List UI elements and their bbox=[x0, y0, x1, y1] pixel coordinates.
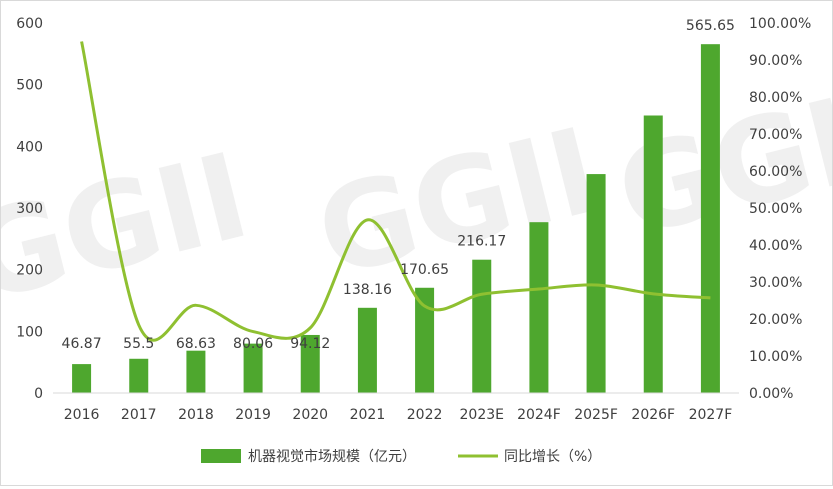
y-right-tick-label: 70.00% bbox=[749, 127, 802, 143]
x-tick-label: 2021 bbox=[350, 407, 386, 423]
x-tick-label: 2017 bbox=[121, 407, 157, 423]
bar-2018 bbox=[186, 350, 206, 393]
legend-bar-label: 机器视觉市场规模（亿元） bbox=[248, 448, 416, 465]
y-left-tick-label: 0 bbox=[34, 386, 43, 402]
line-series bbox=[80, 41, 711, 342]
y-right-tick-label: 20.00% bbox=[749, 312, 802, 328]
bar-label-2022: 170.65 bbox=[400, 262, 449, 278]
bar-label-2021: 138.16 bbox=[343, 282, 392, 298]
y-left-tick-label: 300 bbox=[16, 201, 43, 217]
bar-series bbox=[72, 44, 720, 394]
bar-label-2027F: 565.65 bbox=[686, 18, 735, 34]
bar-label-2023E: 216.17 bbox=[457, 234, 506, 250]
y-left-tick-label: 500 bbox=[16, 78, 43, 94]
y-left-tick-label: 200 bbox=[16, 263, 43, 279]
growth-line bbox=[80, 41, 711, 342]
bar-label-2016: 46.87 bbox=[62, 336, 102, 352]
x-tick-label: 2018 bbox=[178, 407, 214, 423]
bar-label-2017: 55.5 bbox=[123, 336, 154, 352]
x-tick-label: 2024F bbox=[517, 407, 561, 423]
bar-2024F bbox=[529, 222, 549, 393]
y-left-tick-label: 400 bbox=[16, 139, 43, 155]
bar-2017 bbox=[129, 358, 149, 393]
bar-2023E bbox=[472, 259, 492, 393]
bar-2019 bbox=[243, 343, 263, 393]
y-right-tick-label: 10.00% bbox=[749, 349, 802, 365]
y-right-tick-label: 0.00% bbox=[749, 386, 793, 402]
bar-label-2020: 94.12 bbox=[290, 336, 330, 352]
bar-2026F bbox=[643, 115, 663, 393]
bar-label-2018: 68.63 bbox=[176, 336, 216, 352]
x-tick-label: 2019 bbox=[235, 407, 271, 423]
x-tick-label: 2027F bbox=[689, 407, 733, 423]
y-left-tick-label: 100 bbox=[16, 324, 43, 340]
bar-2022 bbox=[415, 287, 435, 393]
watermark-text: GGII bbox=[304, 101, 611, 303]
x-tick-label: 2023E bbox=[460, 407, 504, 423]
x-tick-label: 2025F bbox=[574, 407, 618, 423]
y-right-tick-label: 30.00% bbox=[749, 275, 802, 291]
y-right-tick-label: 40.00% bbox=[749, 238, 802, 254]
x-axis: 2016 2017 2018 2019 2020 2021 2022 2023E 2024F 20… bbox=[64, 407, 732, 423]
y-axis-right: 0.00% 10.00% 20.00% 30.00% 40.00% 50.00% 60.00… bbox=[749, 16, 811, 402]
y-right-tick-label: 90.00% bbox=[749, 53, 802, 69]
y-right-tick-label: 60.00% bbox=[749, 164, 802, 180]
y-right-tick-label: 100.00% bbox=[749, 16, 811, 32]
bar-2016 bbox=[72, 364, 92, 393]
bar-2021 bbox=[357, 307, 377, 393]
legend-bar-swatch bbox=[201, 449, 241, 463]
x-tick-label: 2026F bbox=[631, 407, 675, 423]
legend-line-label: 同比增长（%） bbox=[504, 449, 601, 465]
x-tick-label: 2016 bbox=[64, 407, 100, 423]
x-tick-label: 2020 bbox=[292, 407, 328, 423]
bar-2020 bbox=[300, 334, 320, 393]
y-right-tick-label: 50.00% bbox=[749, 201, 802, 217]
x-tick-label: 2022 bbox=[407, 407, 443, 423]
y-left-tick-label: 600 bbox=[16, 16, 43, 32]
bar-data-labels: 46.87 55.5 68.63 80.06 94.12 138.16 170.65 216.… bbox=[62, 18, 735, 352]
legend: 机器视觉市场规模（亿元） 同比增长（%） bbox=[201, 448, 601, 465]
y-axis-left: 0 100 200 300 400 500 600 bbox=[16, 16, 43, 402]
bar-2027F bbox=[700, 44, 720, 394]
y-right-tick-label: 80.00% bbox=[749, 90, 802, 106]
bar-label-2019: 80.06 bbox=[233, 336, 273, 352]
